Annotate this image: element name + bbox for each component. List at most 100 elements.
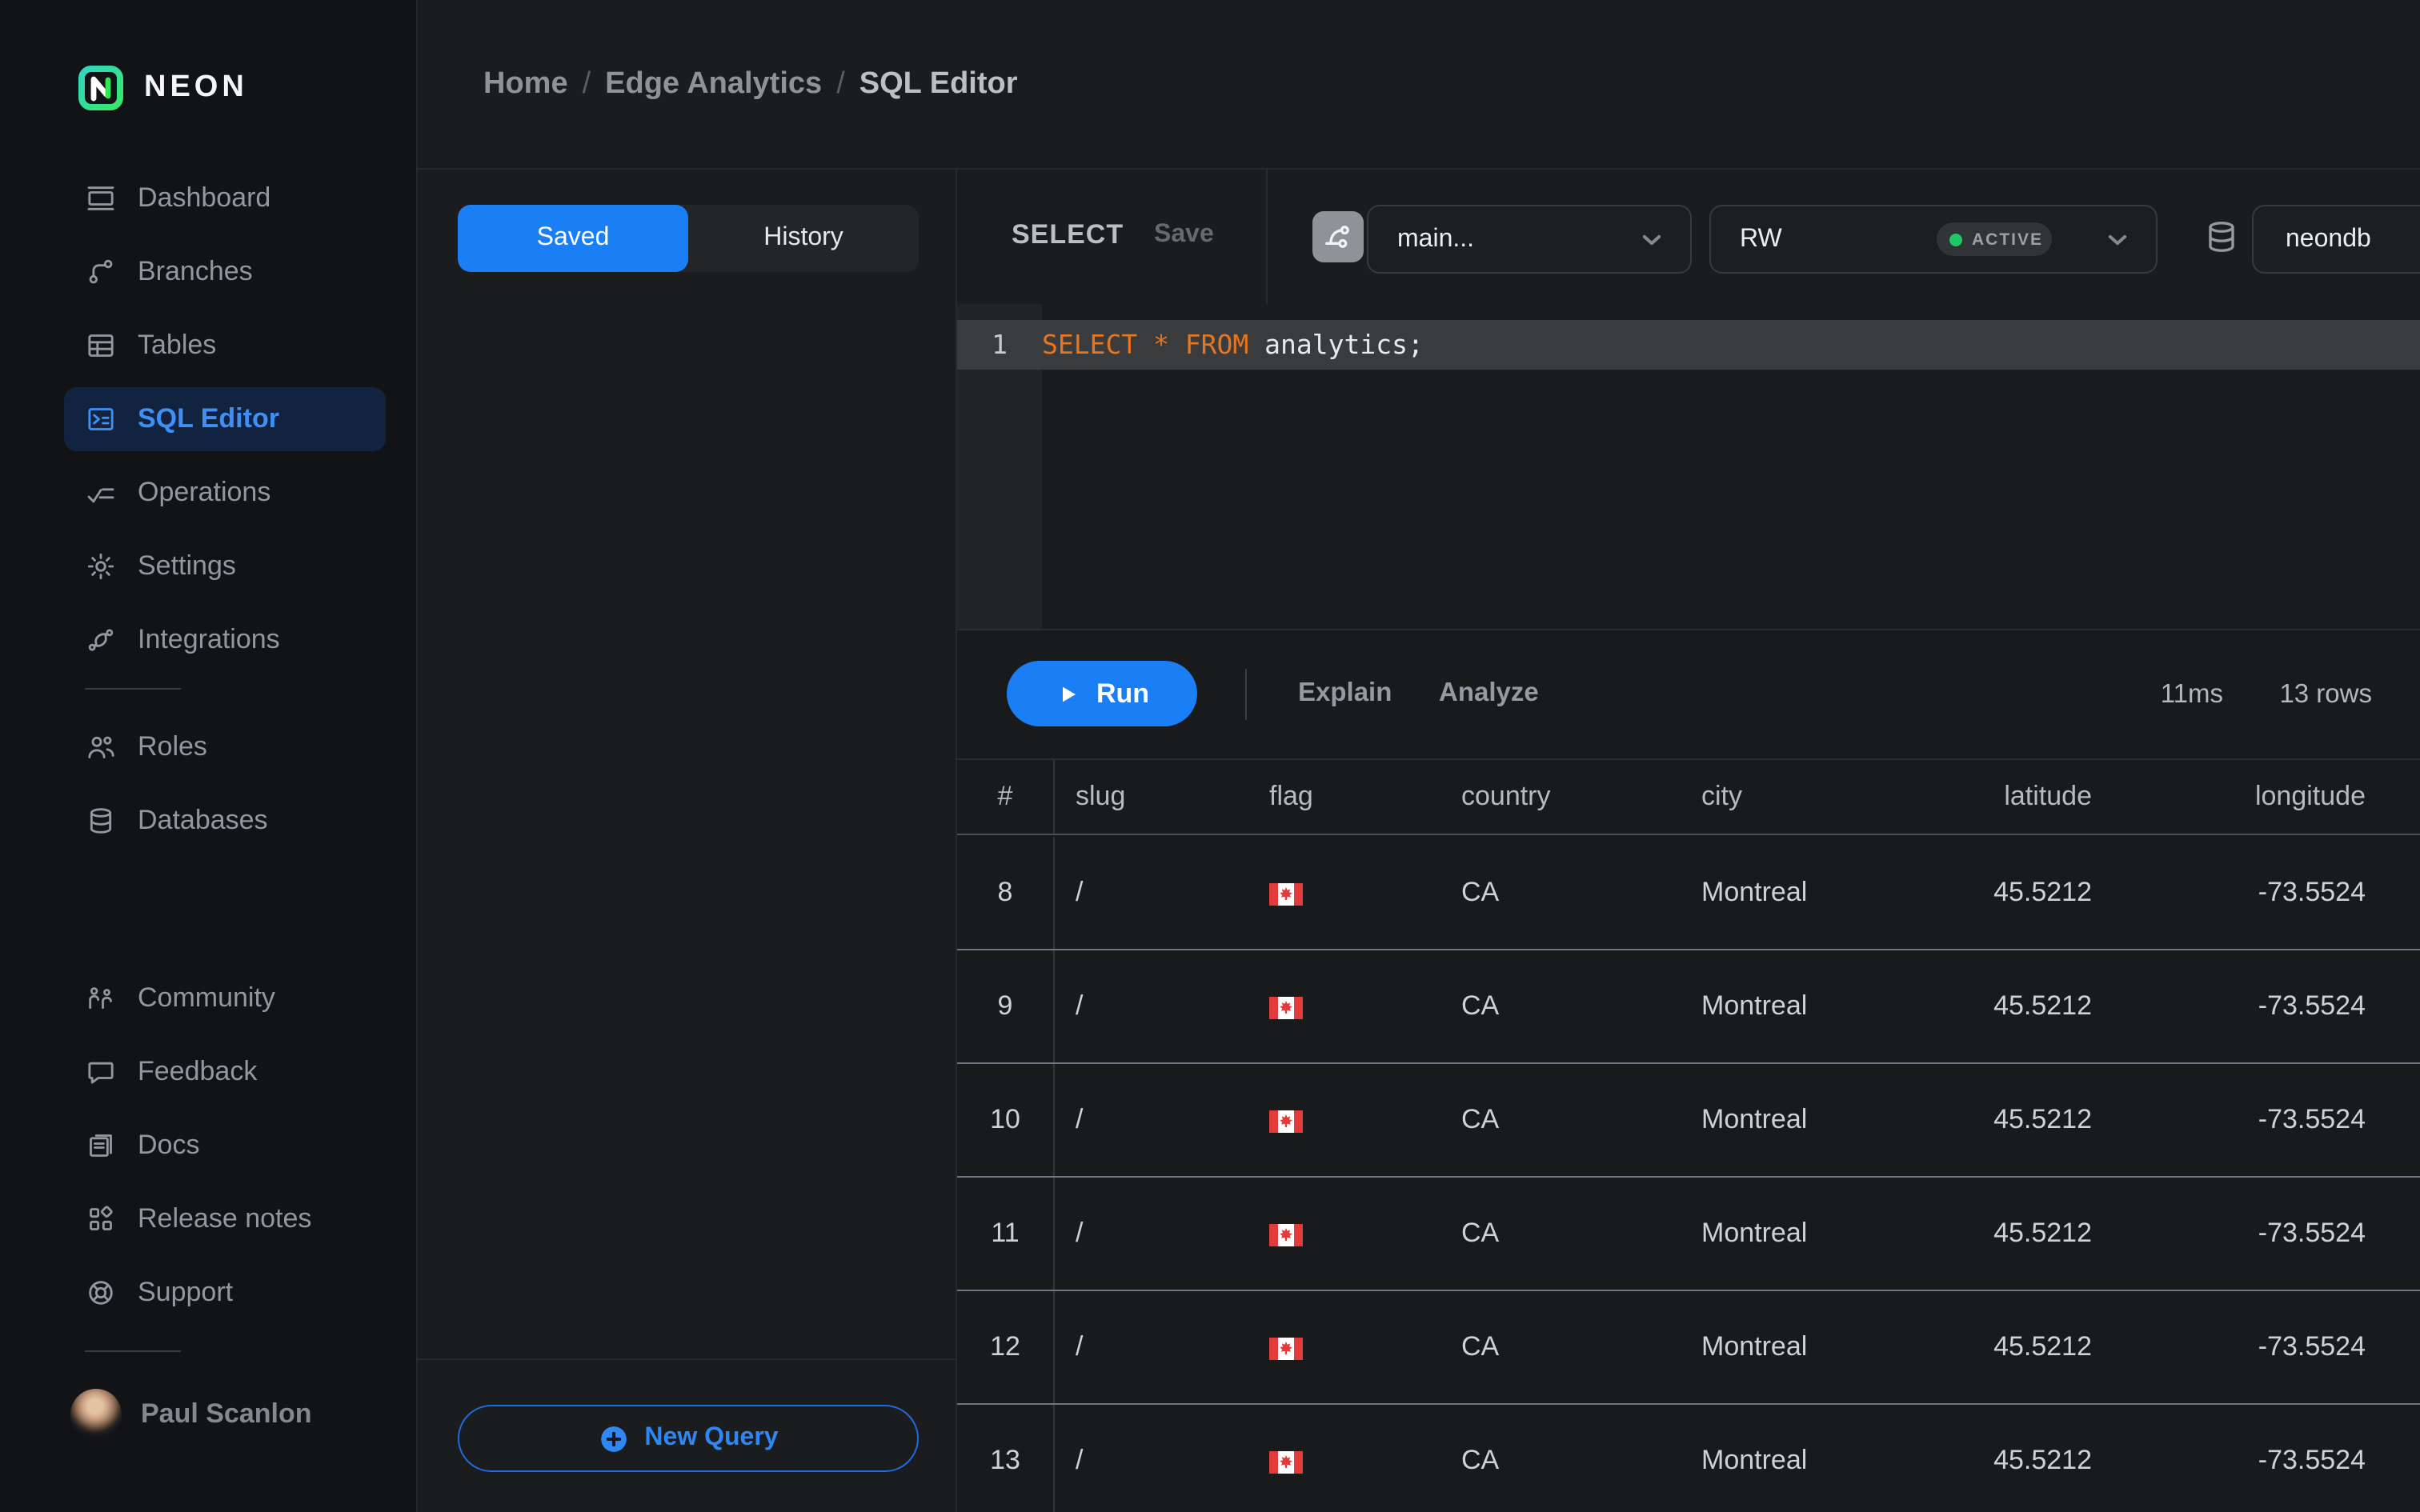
sidebar-secondary-nav: Roles Databases xyxy=(0,710,418,858)
play-icon xyxy=(1055,681,1080,706)
column-header-latitude: latitude xyxy=(2004,781,2092,811)
support-lifering-icon xyxy=(85,1277,117,1309)
databases-icon xyxy=(85,805,117,837)
editor-active-line[interactable]: 1 SELECT * FROM analytics; xyxy=(957,320,2420,370)
sidebar-item-databases[interactable]: Databases xyxy=(64,784,386,858)
column-header-country: country xyxy=(1461,781,1551,811)
new-query-button[interactable]: New Query xyxy=(458,1405,919,1472)
query-duration: 11ms xyxy=(2160,680,2223,709)
sql-text: analytics; xyxy=(1248,330,1424,360)
result-row-count: 13 rows xyxy=(2279,680,2372,709)
column-header-flag: flag xyxy=(1269,781,1313,811)
active-status-dot xyxy=(1949,233,1962,246)
user-name: Paul Scanlon xyxy=(141,1398,312,1429)
breadcrumb-page: SQL Editor xyxy=(859,67,1018,101)
dashboard-icon xyxy=(85,182,117,214)
brand-wordmark: NEON xyxy=(144,70,248,104)
sidebar-item-community[interactable]: Community xyxy=(64,962,386,1035)
user-avatar xyxy=(70,1389,122,1440)
sidebar-item-release-notes[interactable]: Release notes xyxy=(64,1182,386,1256)
column-header-index: # xyxy=(957,760,1055,834)
sidebar-item-integrations[interactable]: Integrations xyxy=(64,603,386,677)
table-row[interactable]: 8 / CA Montreal 45.5212 -73.5524 xyxy=(957,837,2420,950)
tab-saved[interactable]: Saved xyxy=(458,205,688,272)
sidebar-divider xyxy=(85,688,181,690)
tables-icon xyxy=(85,330,117,362)
run-divider xyxy=(1245,669,1247,720)
line-number: 1 xyxy=(992,330,1008,360)
neon-logo[interactable]: NEON xyxy=(77,64,248,112)
sql-code-editor[interactable]: 1 SELECT * FROM analytics; xyxy=(957,304,2420,629)
results-toolbar: Run Explain Analyze 11ms 13 rows xyxy=(957,630,2420,758)
sidebar-item-support[interactable]: Support xyxy=(64,1256,386,1330)
analyze-button[interactable]: Analyze xyxy=(1439,678,1539,707)
sidebar-item-branches[interactable]: Branches xyxy=(64,235,386,309)
explain-button[interactable]: Explain xyxy=(1298,678,1392,707)
breadcrumb-home[interactable]: Home xyxy=(483,67,568,101)
canada-flag-icon xyxy=(1269,996,1303,1019)
compute-status-badge: ACTIVE xyxy=(1937,222,2052,256)
chevron-down-icon xyxy=(1636,223,1668,255)
results-table-body: 8 / CA Montreal 45.5212 -73.5524 9 / CA … xyxy=(957,837,2420,1512)
sidebar-support-nav: Community Feedback Docs Release notes xyxy=(0,962,418,1330)
column-header-slug: slug xyxy=(1076,781,1126,811)
run-button[interactable]: Run xyxy=(1007,661,1197,726)
branches-icon xyxy=(85,256,117,288)
table-row[interactable]: 11 / CA Montreal 45.5212 -73.5524 xyxy=(957,1178,2420,1291)
canada-flag-icon xyxy=(1269,882,1303,906)
table-row[interactable]: 12 / CA Montreal 45.5212 -73.5524 xyxy=(957,1291,2420,1405)
database-select[interactable]: neondb xyxy=(2252,205,2420,274)
canada-flag-icon xyxy=(1269,1110,1303,1133)
operations-icon xyxy=(85,477,117,509)
compute-select[interactable]: RW ACTIVE xyxy=(1709,205,2158,274)
tab-history[interactable]: History xyxy=(763,224,843,251)
sidebar-item-settings[interactable]: Settings xyxy=(64,530,386,603)
sidebar: NEON Dashboard Branches Tables xyxy=(0,0,418,1512)
query-title: SELECT xyxy=(1012,219,1124,250)
chevron-down-icon xyxy=(2101,223,2134,255)
sidebar-item-roles[interactable]: Roles xyxy=(64,710,386,784)
table-row[interactable]: 13 / CA Montreal 45.5212 -73.5524 xyxy=(957,1405,2420,1512)
neon-logo-icon xyxy=(78,66,123,110)
branch-select-value: main... xyxy=(1397,225,1475,252)
feedback-icon xyxy=(85,1056,117,1088)
database-icon xyxy=(2202,218,2241,256)
sidebar-item-feedback[interactable]: Feedback xyxy=(64,1035,386,1109)
column-header-city: city xyxy=(1701,781,1742,811)
saved-queries-panel: Saved History New Query xyxy=(418,170,957,1512)
sidebar-item-sql-editor[interactable]: SQL Editor xyxy=(64,387,386,451)
top-header: Home / Edge Analytics / SQL Editor xyxy=(418,0,2420,170)
toolbar-divider xyxy=(1266,170,1268,304)
editor-toolbar: SELECT Save main... RW ACTIVE xyxy=(957,170,2420,304)
table-row[interactable]: 10 / CA Montreal 45.5212 -73.5524 xyxy=(957,1064,2420,1178)
branch-select[interactable]: main... xyxy=(1367,205,1692,274)
canada-flag-icon xyxy=(1269,1337,1303,1360)
panel-footer-divider xyxy=(418,1358,956,1360)
sidebar-item-dashboard[interactable]: Dashboard xyxy=(64,162,386,235)
results-table-header: # slug flag country city latitude longit… xyxy=(957,758,2420,835)
save-button[interactable]: Save xyxy=(1154,221,1214,248)
branch-compare-icon xyxy=(1322,221,1354,253)
user-menu[interactable]: Paul Scanlon xyxy=(70,1389,312,1440)
canada-flag-icon xyxy=(1269,1223,1303,1246)
sidebar-user-divider xyxy=(85,1350,181,1352)
table-row[interactable]: 9 / CA Montreal 45.5212 -73.5524 xyxy=(957,950,2420,1064)
settings-gear-icon xyxy=(85,550,117,582)
compute-select-value: RW xyxy=(1740,225,1782,252)
sidebar-item-tables[interactable]: Tables xyxy=(64,309,386,382)
roles-icon xyxy=(85,731,117,763)
breadcrumb: Home / Edge Analytics / SQL Editor xyxy=(483,67,1018,101)
database-select-value: neondb xyxy=(2286,225,2371,252)
sidebar-main-nav: Dashboard Branches Tables SQL Editor xyxy=(0,162,418,677)
plus-circle-icon xyxy=(598,1423,628,1454)
breadcrumb-project[interactable]: Edge Analytics xyxy=(605,67,823,101)
integrations-icon xyxy=(85,624,117,656)
sidebar-item-docs[interactable]: Docs xyxy=(64,1109,386,1182)
sql-editor-icon xyxy=(85,403,117,435)
sidebar-item-operations[interactable]: Operations xyxy=(64,456,386,530)
column-header-longitude: longitude xyxy=(2254,781,2366,811)
canada-flag-icon xyxy=(1269,1450,1303,1474)
time-travel-button[interactable] xyxy=(1312,211,1364,262)
community-icon xyxy=(85,982,117,1014)
